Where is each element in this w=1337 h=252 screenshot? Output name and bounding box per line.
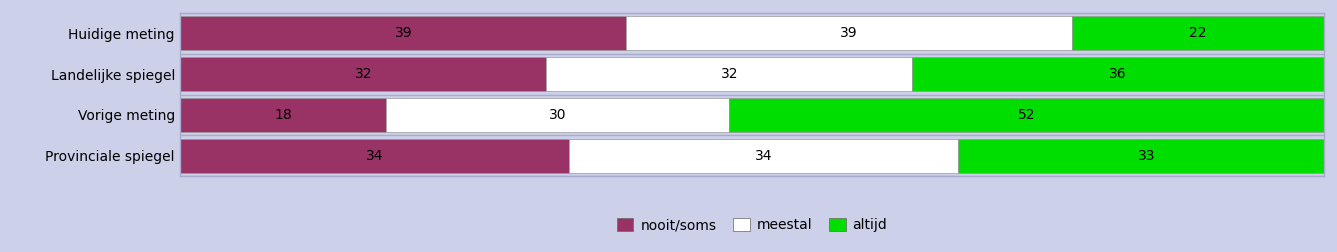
Bar: [180, 57, 547, 91]
Bar: [957, 139, 1336, 173]
Bar: [1072, 16, 1324, 50]
Text: 30: 30: [550, 108, 567, 122]
Legend: nooit/soms, meestal, altijd: nooit/soms, meestal, altijd: [611, 213, 893, 238]
Text: 36: 36: [1110, 67, 1127, 81]
Bar: [180, 16, 626, 50]
Text: 22: 22: [1189, 26, 1206, 40]
Text: 18: 18: [274, 108, 293, 122]
Bar: [729, 98, 1324, 132]
Text: 32: 32: [721, 67, 738, 81]
Bar: [386, 98, 729, 132]
Bar: [912, 57, 1324, 91]
Text: 52: 52: [1017, 108, 1035, 122]
Bar: [626, 16, 1072, 50]
Text: 33: 33: [1138, 149, 1155, 163]
Bar: [180, 98, 386, 132]
Text: 39: 39: [841, 26, 858, 40]
Text: 39: 39: [394, 26, 412, 40]
Text: 34: 34: [755, 149, 773, 163]
Text: 34: 34: [366, 149, 384, 163]
Bar: [570, 139, 957, 173]
Text: 32: 32: [354, 67, 372, 81]
Bar: [180, 139, 570, 173]
Bar: [547, 57, 912, 91]
